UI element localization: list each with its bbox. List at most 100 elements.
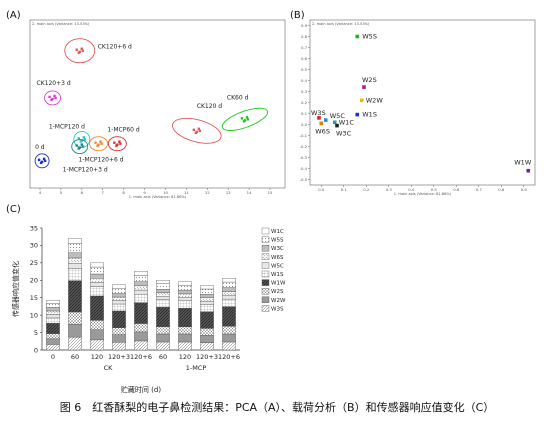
panel-c-bar-segment bbox=[68, 324, 82, 338]
panel-a-point bbox=[54, 96, 57, 100]
panel-c-bar-segment bbox=[178, 284, 192, 291]
panel-a-frame bbox=[29, 19, 286, 189]
panel-a-group-label: 1-MCP60 d bbox=[107, 127, 140, 134]
panel-c-legend-swatch bbox=[261, 253, 270, 260]
panel-a-point bbox=[113, 141, 116, 144]
panel-b-point-label: W1C bbox=[339, 118, 355, 126]
figure-caption: 图 6 红香酥梨的电子鼻检测结果：PCA（A）、载荷分析（B）和传感器响应值变化… bbox=[59, 401, 495, 414]
panel-c-bar-segment bbox=[222, 341, 236, 351]
panel-c-bar-segment bbox=[222, 326, 236, 335]
panel-a-point bbox=[43, 159, 47, 163]
panel-c-bar-segment bbox=[46, 317, 60, 324]
panel-b-frame bbox=[309, 19, 536, 186]
panel-c-bar-segment bbox=[156, 280, 170, 284]
panel-c-bar-segment bbox=[68, 257, 82, 264]
panel-c-bar-segment bbox=[178, 281, 192, 286]
panel-b-point-label: W1S bbox=[362, 111, 377, 119]
panel-a-group-ellipse bbox=[44, 90, 61, 106]
panel-a-point bbox=[80, 143, 83, 146]
panel-c-bar-segment bbox=[156, 333, 170, 343]
panel-b-ytick-label: -0.3 bbox=[300, 155, 308, 160]
panel-b-point bbox=[323, 118, 328, 122]
panel-c-category-label: 120+3 bbox=[108, 353, 130, 361]
panel-a-point bbox=[83, 138, 87, 141]
panel-a-point bbox=[79, 140, 83, 143]
panel-c-bar-segment bbox=[112, 303, 126, 312]
panel-a-group-ellipse bbox=[71, 139, 89, 154]
panel-a-point bbox=[115, 144, 118, 147]
panel-a-point bbox=[80, 47, 83, 50]
panel-a-point bbox=[77, 137, 81, 140]
panel-c-bar-segment bbox=[156, 292, 170, 297]
panel-b-ytick-label: -0.1 bbox=[300, 133, 308, 138]
figure-canvas: (A) 2. main axis (Variance: 13.53%) 1. mai… bbox=[6, 10, 536, 394]
panel-a-group-ellipse bbox=[89, 136, 108, 152]
panel-a-point bbox=[82, 136, 86, 139]
panel-b-point-label: W1W bbox=[514, 159, 532, 167]
panel-a-point bbox=[75, 48, 78, 51]
panel-c-bar-segment bbox=[178, 341, 192, 351]
panel-c-bar-segment bbox=[134, 323, 148, 333]
panel-c-bar-segment bbox=[68, 263, 82, 269]
panel-c-bar-segment bbox=[134, 340, 148, 351]
panel-b-ytick-label: 0.2 bbox=[301, 100, 308, 105]
panel-c-bar-segment bbox=[68, 252, 82, 259]
panel-a-xtick-label: 13 bbox=[226, 190, 231, 195]
panel-a-point bbox=[81, 49, 84, 52]
panel-c-bar-segment bbox=[200, 304, 214, 312]
panel-a-group-ellipse bbox=[64, 38, 96, 64]
panel-a-point bbox=[50, 98, 53, 102]
panel-c-bar-segment bbox=[222, 306, 236, 327]
panel-b-point-label: W5S bbox=[362, 33, 377, 41]
panel-c-bar-segment bbox=[134, 281, 148, 287]
panel-b-ytick-label: 0.7 bbox=[301, 45, 308, 50]
panel-b-xtick-label: 0.2 bbox=[363, 187, 370, 192]
panel-c-bar-segment bbox=[222, 291, 236, 296]
panel-a-xtick-label: 9 bbox=[143, 190, 146, 195]
panel-c-legend-swatch bbox=[261, 270, 270, 278]
panel-a-point bbox=[194, 131, 198, 135]
panel-c-legend-swatch bbox=[261, 288, 270, 295]
panel-b-ytick-label: 0.6 bbox=[301, 56, 308, 61]
panel-a-point bbox=[246, 118, 250, 121]
panel-b-point-label: W3C bbox=[336, 130, 352, 138]
panel-c-bar-segment bbox=[156, 289, 170, 294]
panel-b-point bbox=[317, 116, 321, 120]
panel-c-ytick-label: 35 bbox=[30, 224, 38, 232]
panel-c-bar-segment bbox=[46, 322, 60, 334]
panel-c-bar-segment bbox=[112, 288, 126, 294]
panel-b-xtick-label: 0.8 bbox=[498, 187, 505, 192]
panel-a-xtick-label: 8 bbox=[122, 190, 125, 195]
panel-c-legend-swatch bbox=[261, 245, 270, 252]
panel-b-point bbox=[526, 168, 531, 173]
panel-c-bar-segment bbox=[112, 327, 126, 335]
panel-c-bar-segment bbox=[90, 273, 104, 279]
panel-a-ylabel: 2. main axis (Variance: 13.53%) bbox=[32, 22, 90, 26]
panel-a-group-label: CK120 d bbox=[197, 103, 222, 110]
panel-a-group-ellipse bbox=[107, 136, 127, 152]
panel-c-ytick-label: 20 bbox=[30, 277, 38, 285]
panel-c-bar-segment bbox=[200, 294, 214, 298]
panel-c-bar-segment bbox=[90, 329, 104, 341]
panel-c-legend-label: W5C bbox=[271, 263, 284, 269]
panel-a-point bbox=[240, 117, 244, 120]
panel-c-bar-segment bbox=[178, 293, 192, 298]
panel-c-bar-segment bbox=[156, 341, 170, 351]
panel-a-group-label: 1-MCP120+6 d bbox=[79, 157, 124, 164]
panel-c-bar-segment bbox=[134, 331, 148, 342]
panel-c-bar-segment bbox=[90, 295, 104, 321]
panel-c-bar-segment bbox=[134, 271, 148, 276]
panel-b-ytick-label: 0.5 bbox=[301, 67, 308, 72]
panel-c-bar-segment bbox=[200, 288, 214, 295]
panel-a-point bbox=[48, 95, 51, 99]
panel-c-legend-label: W3S bbox=[271, 306, 284, 312]
panel-b-ytick-label: 0.3 bbox=[301, 89, 308, 94]
panel-c-bar-segment bbox=[178, 326, 192, 335]
panel-c-bar-segment bbox=[46, 307, 60, 312]
panel-c-legend-label: W5S bbox=[271, 238, 284, 244]
panel-b-ytick-label: -0.5 bbox=[300, 177, 308, 182]
panel-c-legend-swatch bbox=[261, 236, 270, 243]
panel-b-label: (B) bbox=[290, 10, 305, 21]
panel-a-point bbox=[75, 144, 78, 147]
panel-b-ylabel: 2. main axis (Variance: 13.53%) bbox=[312, 22, 370, 26]
